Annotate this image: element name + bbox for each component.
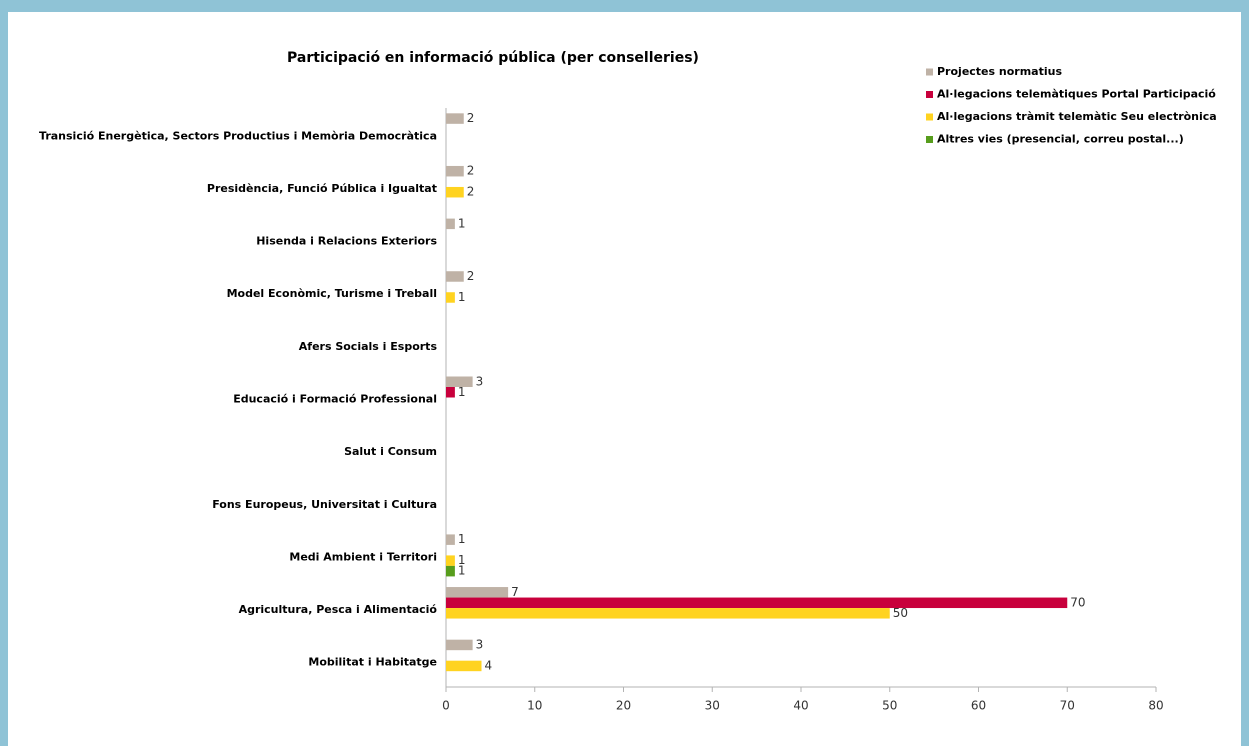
category-label: Agricultura, Pesca i Alimentació bbox=[239, 603, 438, 616]
value-label: 1 bbox=[458, 553, 466, 567]
legend-swatch bbox=[926, 113, 933, 121]
bar bbox=[446, 218, 455, 230]
legend-label: Al·legacions tràmit telemàtic Seu electr… bbox=[937, 110, 1217, 123]
bar bbox=[446, 565, 455, 577]
category-label: Presidència, Funció Pública i Igualtat bbox=[207, 182, 437, 195]
x-tick-label: 20 bbox=[616, 699, 631, 713]
x-tick-label: 0 bbox=[442, 699, 450, 713]
legend-label: Altres vies (presencial, correu postal..… bbox=[937, 133, 1184, 146]
legend-swatch bbox=[926, 68, 933, 76]
chart-title: Participació en informació pública (per … bbox=[287, 50, 699, 66]
bar bbox=[446, 587, 509, 598]
value-label: 3 bbox=[476, 374, 484, 388]
x-tick-label: 50 bbox=[882, 699, 897, 713]
value-label: 3 bbox=[476, 637, 484, 651]
x-tick-label: 60 bbox=[971, 699, 986, 713]
value-label: 1 bbox=[458, 216, 466, 230]
x-tick-label: 70 bbox=[1060, 699, 1075, 713]
value-label: 2 bbox=[467, 164, 475, 178]
x-tick-label: 10 bbox=[527, 699, 542, 713]
legend-swatch bbox=[926, 91, 933, 98]
bar bbox=[446, 639, 473, 651]
value-label: 4 bbox=[485, 658, 493, 672]
category-label: Salut i Consum bbox=[344, 445, 437, 458]
bar bbox=[446, 555, 455, 566]
bar bbox=[446, 376, 473, 387]
category-label: Afers Socials i Esports bbox=[299, 340, 438, 353]
bar bbox=[446, 534, 455, 545]
value-label: 2 bbox=[467, 269, 475, 283]
x-tick-label: 30 bbox=[705, 699, 720, 713]
bar bbox=[446, 271, 464, 282]
category-label: Medi Ambient i Territori bbox=[289, 550, 437, 563]
category-label: Transició Energètica, Sectors Productius… bbox=[39, 129, 437, 142]
value-label: 1 bbox=[458, 532, 466, 546]
value-label: 1 bbox=[458, 385, 466, 399]
value-label: 1 bbox=[458, 290, 466, 304]
bar bbox=[446, 165, 464, 177]
x-tick-label: 40 bbox=[793, 699, 808, 713]
bar bbox=[446, 660, 482, 672]
category-label: Mobilitat i Habitatge bbox=[308, 656, 437, 669]
bar bbox=[446, 113, 464, 124]
value-label: 2 bbox=[467, 185, 475, 199]
x-tick-label: 80 bbox=[1148, 699, 1163, 713]
value-label: 1 bbox=[458, 564, 466, 578]
value-label: 7 bbox=[511, 585, 519, 599]
category-label: Model Econòmic, Turisme i Treball bbox=[227, 287, 437, 300]
legend-label: Projectes normatius bbox=[937, 65, 1062, 78]
bar bbox=[446, 608, 890, 619]
bar bbox=[446, 597, 1068, 609]
category-label: Hisenda i Relacions Exteriors bbox=[256, 235, 437, 248]
value-label: 50 bbox=[893, 606, 908, 620]
panel bbox=[8, 12, 1241, 746]
category-label: Educació i Formació Professional bbox=[233, 393, 437, 406]
legend-swatch bbox=[926, 136, 933, 143]
bar bbox=[446, 387, 455, 398]
bar bbox=[446, 186, 464, 198]
legend-label: Al·legacions telemàtiques Portal Partici… bbox=[937, 88, 1216, 101]
category-label: Fons Europeus, Universitat i Cultura bbox=[212, 498, 437, 511]
bar bbox=[446, 292, 455, 303]
value-label: 2 bbox=[467, 111, 475, 125]
value-label: 70 bbox=[1070, 595, 1085, 609]
